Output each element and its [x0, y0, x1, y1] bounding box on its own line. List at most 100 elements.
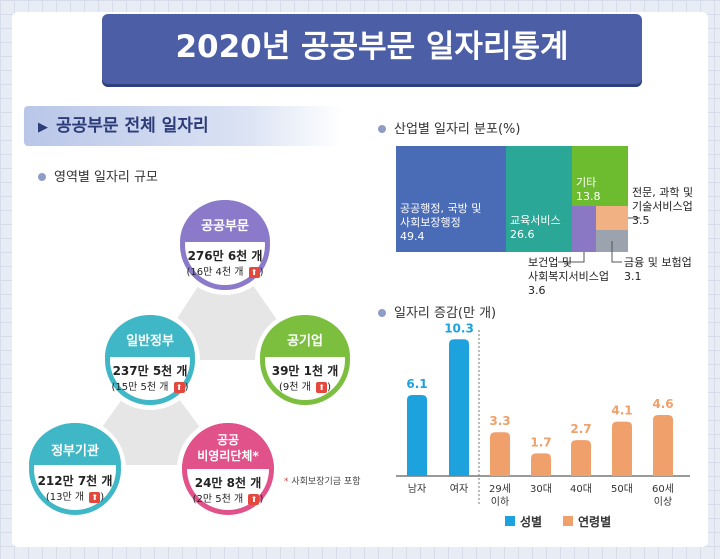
footnote: * 사회보장기금 포함: [284, 474, 360, 487]
bar: [531, 453, 551, 476]
annotation-line1: 금융 및 보험업: [624, 256, 692, 269]
node-title: 정부기관: [51, 444, 99, 459]
node-change-text: (9천 개: [279, 382, 311, 393]
footnote-star: *: [284, 477, 289, 487]
treemap-label-line1: 기타: [576, 176, 597, 189]
node-change: (15만 5천 개 ⬆): [100, 378, 200, 393]
annotation-line2: 기술서비스업: [632, 200, 693, 213]
treemap-cell-other: 기타 13.8: [572, 146, 628, 206]
x-tick-label: 이하: [491, 495, 509, 508]
node-value: 276만 6천 개: [187, 249, 263, 263]
close-paren: ): [327, 382, 331, 393]
treemap-value: 49.4: [400, 230, 425, 243]
treemap-cell-health: [572, 206, 596, 252]
legend-label: 연령별: [578, 514, 611, 529]
treemap-label: 공공행정, 국방 및 사회보장행정 49.4: [400, 202, 481, 244]
annotation-value: 3.6: [528, 284, 546, 297]
leader-line-finance: [611, 241, 622, 263]
bar-chart-title-text: 일자리 증감(만 개): [394, 306, 497, 321]
node-value: 237만 5천 개: [112, 364, 188, 378]
treemap-title: 산업별 일자리 분포(%): [378, 118, 520, 137]
annotation-line1: 전문, 과학 및: [632, 186, 694, 199]
up-arrow-icon: ⬆: [89, 491, 101, 503]
treemap-annotation-finance: 금융 및 보험업 3.1: [624, 256, 692, 284]
up-arrow-icon: ⬆: [316, 381, 328, 393]
close-paren: ): [100, 492, 105, 503]
legend-swatch: [563, 516, 573, 526]
bar: [612, 421, 632, 476]
bar-value-label: 4.6: [652, 397, 673, 411]
x-tick-label: 50대: [611, 483, 633, 495]
bullet-icon: [378, 124, 386, 133]
bar-value-label: 10.3: [444, 321, 474, 335]
bar: [407, 395, 427, 476]
treemap-value: 26.6: [510, 228, 535, 241]
node-title: 공공 비영리단체*: [177, 432, 279, 464]
treemap-label-line2: 사회보장행정: [400, 216, 461, 229]
node-government-agency: 정부기관 212만 7천 개 (13만 개 ⬆): [24, 418, 126, 520]
treemap-value: 13.8: [576, 190, 601, 203]
treemap-label: 기타 13.8: [576, 176, 601, 204]
left-subtitle-text: 영역별 일자리 규모: [54, 170, 158, 185]
x-tick-label: 40대: [570, 483, 592, 495]
node-title: 일반정부: [126, 334, 174, 349]
treemap-label: 교육서비스 26.6: [510, 214, 561, 242]
node-change-text: (16만 4천 개: [186, 267, 244, 278]
bar-value-label: 6.1: [406, 377, 427, 391]
node-public-nonprofit: 공공 비영리단체* 24만 8천 개 (2만 5천 개 ⬆): [177, 418, 279, 520]
node-change: (16만 4천 개 ⬆): [175, 263, 275, 278]
section-header: ▶ 공공부문 전체 일자리: [24, 106, 342, 146]
treemap-label-line1: 공공행정, 국방 및: [400, 202, 482, 215]
bullet-icon: [38, 172, 46, 181]
annotation-value: 3.5: [632, 214, 650, 227]
annotation-line2: 사회복지서비스업: [528, 270, 609, 283]
legend-swatch: [505, 516, 515, 526]
bar: [490, 432, 510, 476]
leader-line-health: [558, 252, 585, 263]
bar-chart-title: 일자리 증감(만 개): [378, 302, 496, 321]
node-title-line1: 공공: [216, 433, 240, 447]
bar-value-label: 3.3: [489, 414, 510, 428]
footnote-text: 사회보장기금 포함: [291, 477, 361, 487]
section-title: 공공부문 전체 일자리: [56, 116, 209, 136]
node-change-text: (15만 5천 개: [111, 382, 169, 393]
legend-label: 성별: [520, 514, 542, 529]
x-tick-label: 29세: [489, 483, 511, 495]
x-tick-label: 여자: [450, 483, 468, 495]
bar: [571, 440, 591, 476]
node-change-text: (2만 5천 개: [192, 494, 244, 505]
bullet-icon: [378, 308, 386, 317]
bar-value-label: 4.1: [611, 404, 632, 418]
treemap-cell-public-admin: 공공행정, 국방 및 사회보장행정 49.4: [396, 146, 506, 252]
node-value: 212만 7천 개: [37, 474, 113, 488]
triangle-bullet-icon: ▶: [38, 120, 48, 135]
bar-value-label: 1.7: [530, 435, 551, 449]
treemap-cell-education: 교육서비스 26.6: [506, 146, 572, 252]
annotation-line1: 보건업 및: [528, 256, 572, 269]
node-title-line2: 비영리단체*: [197, 449, 259, 463]
bar: [653, 414, 673, 476]
x-tick-label: 남자: [408, 483, 426, 495]
annotation-value: 3.1: [624, 270, 642, 283]
node-value: 39만 1천 개: [271, 364, 339, 378]
node-change: (13만 개 ⬆): [24, 488, 126, 503]
bar: [449, 339, 469, 476]
up-arrow-icon: ⬆: [173, 381, 185, 393]
node-title: 공공부문: [201, 219, 249, 234]
close-paren: ): [184, 382, 189, 393]
node-value: 24만 8천 개: [194, 476, 262, 490]
node-public-sector: 공공부문 276만 6천 개 (16만 4천 개 ⬆): [175, 195, 275, 295]
x-tick-label: 60세: [652, 483, 674, 495]
treemap-title-text: 산업별 일자리 분포(%): [394, 122, 521, 137]
node-general-government: 일반정부 237만 5천 개 (15만 5천 개 ⬆): [100, 310, 200, 410]
left-subtitle: 영역별 일자리 규모: [38, 166, 158, 185]
x-tick-label: 이상: [654, 496, 672, 508]
close-paren: ): [259, 494, 264, 505]
node-public-corporation: 공기업 39만 1천 개 (9천 개 ⬆): [255, 310, 355, 410]
treemap-annotation-professional: 전문, 과학 및 기술서비스업 3.5: [632, 186, 693, 228]
treemap-annotation-health: 보건업 및 사회복지서비스업 3.6: [528, 256, 609, 298]
x-tick-label: 30대: [530, 483, 552, 495]
up-arrow-icon: ⬆: [248, 266, 260, 278]
